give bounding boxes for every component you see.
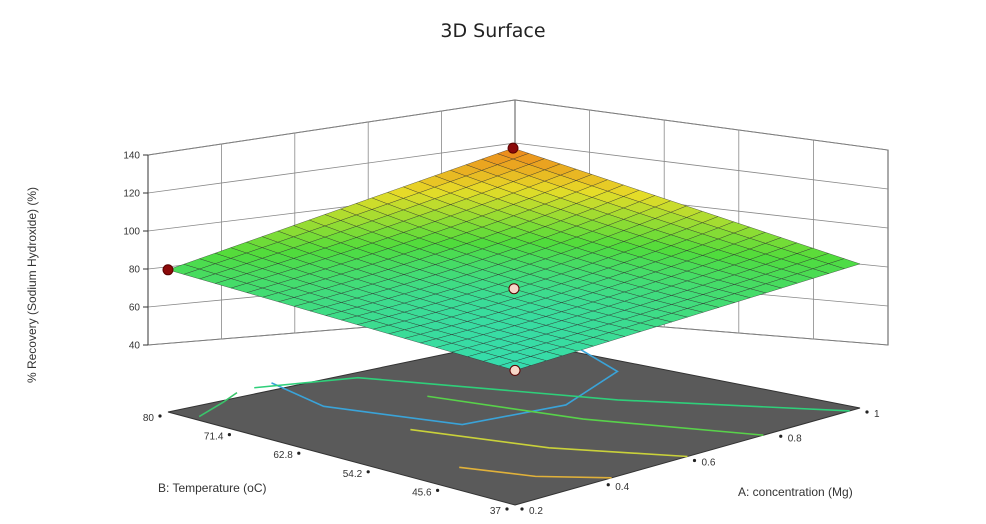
- contour-line: [459, 466, 612, 479]
- design-point: [507, 142, 519, 154]
- y-tick-mark: [227, 433, 231, 437]
- y-tick-mark: [505, 507, 509, 511]
- y-tick-mark: [158, 414, 162, 418]
- contour-line: [254, 376, 850, 412]
- design-point: [509, 364, 521, 376]
- y-tick-label: 54.2: [343, 469, 363, 480]
- y-tick-label: 45.6: [412, 487, 432, 498]
- contour-line: [271, 318, 619, 426]
- contour-line: [427, 395, 764, 436]
- y-tick-label: 80: [143, 413, 155, 424]
- z-tick-label: 80: [129, 265, 141, 276]
- x-tick-label: 0.6: [702, 458, 716, 469]
- x-tick-label: 1: [874, 409, 880, 420]
- z-tick-label: 120: [123, 189, 140, 200]
- x-tick-label: 0.2: [529, 506, 543, 517]
- x-tick-mark: [692, 458, 697, 463]
- y-axis-label: B: Temperature (oC): [158, 481, 267, 495]
- wall-gridline: [514, 142, 889, 190]
- design-point: [162, 264, 174, 276]
- z-tick-label: 60: [129, 303, 141, 314]
- axis-labels: % Recovery (Sodium Hydroxide) (%) B: Temp…: [25, 187, 853, 499]
- y-tick-mark: [297, 451, 301, 455]
- x-tick-mark: [779, 434, 783, 438]
- chart-axes: 40 60 80 100 120 140 37 45.6 54.2 62.8 71.4 80 0.2 0.…: [123, 151, 880, 518]
- contour-line: [410, 428, 688, 458]
- y-tick-mark: [436, 488, 440, 492]
- x-tick-mark: [520, 507, 524, 511]
- surface-mesh: [167, 147, 861, 371]
- y-tick-label: 37: [490, 506, 502, 517]
- y-tick-label: 62.8: [273, 450, 293, 461]
- design-points: [162, 142, 521, 376]
- wall-gridline: [147, 142, 516, 194]
- x-axis-label: A: concentration (Mg): [738, 485, 853, 499]
- x-tick-label: 0.8: [788, 433, 802, 444]
- z-tick-label: 40: [129, 341, 141, 352]
- z-axis-label: % Recovery (Sodium Hydroxide) (%): [25, 187, 39, 383]
- y-tick-label: 71.4: [204, 432, 224, 443]
- y-tick-mark: [366, 470, 370, 474]
- z-tick-label: 100: [123, 227, 140, 238]
- design-point: [508, 283, 520, 295]
- x-tick-mark: [606, 483, 610, 487]
- chart-title: 3D Surface: [440, 20, 546, 42]
- x-tick-label: 0.4: [615, 482, 629, 493]
- wall-gridline: [514, 99, 889, 151]
- wall-gridline: [147, 99, 516, 156]
- x-tick-mark: [865, 410, 869, 414]
- z-tick-label: 140: [123, 151, 140, 162]
- contour-line: [198, 391, 238, 418]
